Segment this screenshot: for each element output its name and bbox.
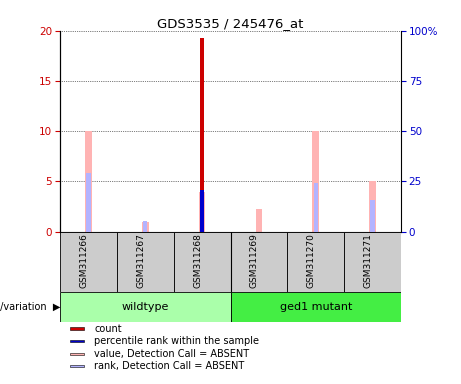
Text: value, Detection Call = ABSENT: value, Detection Call = ABSENT (94, 349, 249, 359)
Text: rank, Detection Call = ABSENT: rank, Detection Call = ABSENT (94, 361, 244, 371)
Bar (230, 292, 401, 322)
Text: GSM311266: GSM311266 (79, 233, 89, 288)
Bar (86, 174, 91, 232)
Bar (287, 232, 344, 292)
Text: wildtype: wildtype (122, 302, 169, 312)
Bar (174, 232, 230, 292)
Bar (70, 328, 84, 329)
Bar (369, 182, 376, 232)
Bar (117, 232, 174, 292)
Bar (143, 221, 148, 232)
Bar (142, 222, 148, 232)
Text: GSM311267: GSM311267 (136, 233, 145, 288)
Text: GSM311271: GSM311271 (364, 233, 372, 288)
Bar (70, 353, 84, 355)
Text: genotype/variation  ▶: genotype/variation ▶ (0, 302, 60, 312)
Text: GSM311270: GSM311270 (307, 233, 316, 288)
Bar (230, 232, 287, 292)
Text: GSM311269: GSM311269 (250, 233, 259, 288)
Bar (60, 292, 230, 322)
Text: ged1 mutant: ged1 mutant (280, 302, 352, 312)
Bar (60, 232, 117, 292)
Text: percentile rank within the sample: percentile rank within the sample (94, 336, 259, 346)
Bar (199, 192, 206, 232)
Bar (313, 182, 318, 232)
Bar (70, 365, 84, 367)
Bar (344, 232, 401, 292)
Bar (370, 200, 375, 232)
Bar (201, 38, 204, 232)
Text: GSM311268: GSM311268 (193, 233, 202, 288)
Bar (255, 209, 262, 232)
Text: count: count (94, 323, 122, 333)
Bar (85, 131, 92, 232)
Title: GDS3535 / 245476_at: GDS3535 / 245476_at (157, 17, 304, 30)
Bar (313, 131, 319, 232)
Bar (70, 340, 84, 342)
Bar (201, 190, 204, 232)
